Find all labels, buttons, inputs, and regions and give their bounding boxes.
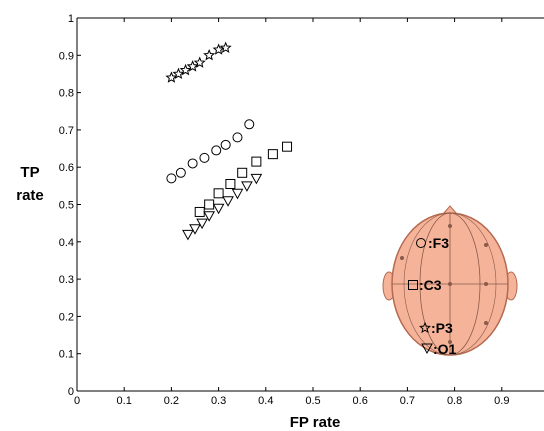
legend-marker-p3 — [419, 321, 431, 334]
x-tick-label: 0.8 — [447, 395, 462, 407]
point-p3 — [219, 41, 232, 53]
y-tick-label: 0.6 — [59, 162, 74, 174]
point-c3 — [225, 178, 236, 189]
y-tick-label: 0.2 — [59, 311, 74, 323]
y-tick-label: 0.7 — [59, 125, 74, 137]
x-tick-label: 0.4 — [258, 395, 273, 407]
point-c3 — [267, 149, 278, 160]
electrode-dot — [484, 321, 488, 325]
point-f3 — [211, 145, 222, 156]
x-tick-label: 0.3 — [211, 395, 226, 407]
electrode-dot — [484, 282, 488, 286]
point-c3 — [251, 156, 262, 167]
x-tick-label: 0.5 — [305, 395, 320, 407]
point-c3 — [237, 167, 248, 178]
y-tick-label: 0.1 — [59, 349, 74, 361]
electrode-dot — [448, 340, 452, 344]
y-tick-label: 1 — [68, 13, 74, 25]
y-tick-label: 0.4 — [59, 237, 74, 249]
legend-label-f3: :F3 — [428, 235, 449, 251]
y-tick-label: 0.5 — [59, 200, 74, 212]
point-f3 — [232, 132, 243, 143]
point-o1 — [250, 173, 263, 185]
point-p3 — [172, 67, 185, 80]
point-p3 — [179, 63, 192, 76]
point-o1 — [182, 229, 194, 241]
electrode-dot — [448, 224, 452, 228]
x-tick-label: 0.6 — [353, 395, 368, 407]
legend-items — [408, 238, 433, 355]
point-f3 — [244, 119, 255, 130]
point-o1 — [196, 218, 208, 230]
electrode-dot — [400, 256, 404, 260]
point-o1 — [231, 188, 244, 200]
legend-label-o1: :O1 — [433, 341, 457, 357]
legend-label-c3: :C3 — [419, 277, 442, 293]
x-tick-label: 0 — [74, 395, 80, 407]
point-o1 — [203, 211, 216, 222]
point-o1 — [189, 224, 201, 235]
point-p3 — [186, 60, 199, 72]
x-tick-label: 0.7 — [400, 395, 415, 407]
electrode-dot — [448, 282, 452, 286]
electrode-dot — [484, 243, 488, 247]
y-tick-label: 0.3 — [59, 274, 74, 286]
point-o1 — [241, 181, 253, 192]
x-tick-label: 0.9 — [494, 395, 509, 407]
legend-label-p3: :P3 — [431, 320, 453, 336]
legend-marker-o1 — [421, 343, 433, 355]
y-tick-label: 0.9 — [59, 50, 74, 62]
x-tick-label: 0.1 — [117, 395, 132, 407]
point-p3 — [193, 56, 206, 68]
head-mid-ring — [403, 212, 497, 356]
legend-marker-c3 — [408, 280, 418, 290]
point-p3 — [203, 48, 216, 61]
point-p3 — [212, 43, 225, 55]
point-f3 — [166, 173, 177, 184]
x-axis-title: FP rate — [290, 414, 341, 431]
point-c3 — [282, 141, 293, 152]
head-electrode-legend: :F3 :C3 :P3 :O1 — [382, 205, 518, 357]
y-axis-title-line-1: TP — [20, 164, 39, 181]
point-o1 — [212, 203, 225, 215]
point-f3 — [199, 152, 210, 163]
point-c3 — [213, 188, 224, 199]
axes: 0 0.1 0.2 0.3 0.4 0.5 0.6 0.7 0.8 0.9 0 0.1 0.2 0.3 0.… — [59, 13, 544, 407]
point-p3 — [165, 71, 178, 83]
point-o1 — [222, 196, 234, 207]
data-marks — [165, 41, 293, 241]
point-f3 — [220, 139, 231, 150]
y-tick-label: 0.8 — [59, 88, 74, 100]
point-f3 — [187, 158, 198, 169]
x-tick-label: 0.2 — [164, 395, 179, 407]
y-tick-label: 0 — [68, 386, 74, 398]
point-f3 — [175, 167, 186, 178]
legend-marker-f3 — [416, 238, 426, 248]
y-axis-title-line-2: rate — [16, 187, 44, 204]
